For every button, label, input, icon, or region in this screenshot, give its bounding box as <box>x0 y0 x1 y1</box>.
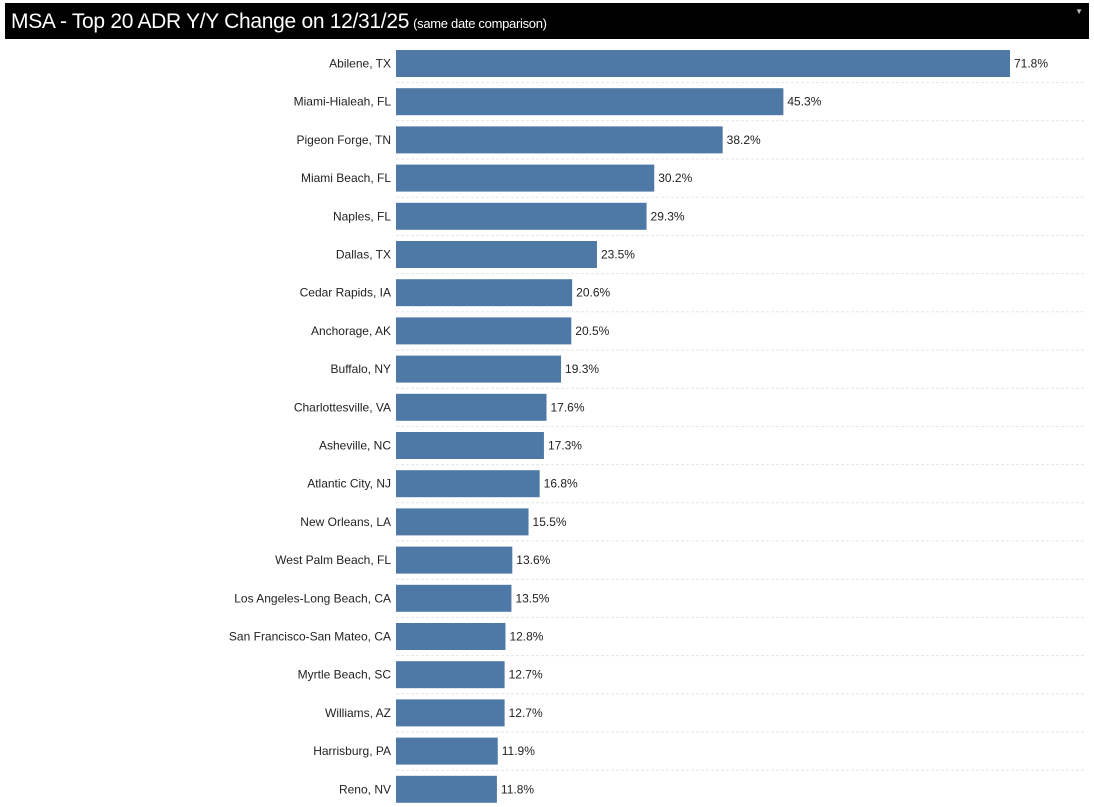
data-label: 12.7% <box>509 706 543 720</box>
category-label: San Francisco-San Mateo, CA <box>229 630 391 644</box>
data-label: 19.3% <box>565 362 599 376</box>
chart-title: MSA - Top 20 ADR Y/Y Change on 12/31/25(… <box>11 10 547 34</box>
bar[interactable] <box>396 432 544 459</box>
data-label: 29.3% <box>651 209 685 223</box>
data-label: 17.6% <box>551 400 585 414</box>
data-label: 17.3% <box>548 439 582 453</box>
data-label: 16.8% <box>544 477 578 491</box>
category-label: Cedar Rapids, IA <box>300 286 391 300</box>
dropdown-arrow-icon[interactable]: ▼ <box>1075 7 1083 16</box>
bar[interactable] <box>396 470 540 498</box>
data-label: 12.8% <box>509 630 543 644</box>
data-label: 12.7% <box>509 668 543 682</box>
bar[interactable] <box>396 737 498 765</box>
category-label: Naples, FL <box>333 209 391 223</box>
data-label: 20.6% <box>576 286 610 300</box>
category-label: Reno, NV <box>339 782 391 796</box>
bar[interactable] <box>396 50 1010 77</box>
bar[interactable] <box>396 355 562 383</box>
title-main-text: MSA - Top 20 ADR Y/Y Change on 12/31/25 <box>11 10 410 33</box>
data-label: 15.5% <box>533 515 567 529</box>
category-label: Los Angeles-Long Beach, CA <box>234 591 391 605</box>
category-label: Myrtle Beach, SC <box>298 668 392 682</box>
data-label: 13.6% <box>516 553 550 567</box>
category-label: Williams, AZ <box>325 706 391 720</box>
bar[interactable] <box>396 393 547 421</box>
bar[interactable] <box>396 623 506 650</box>
category-label: Miami-Hialeah, FL <box>294 95 392 109</box>
bar[interactable] <box>396 241 597 268</box>
category-label: West Palm Beach, FL <box>275 553 391 567</box>
category-label: Asheville, NC <box>319 439 391 453</box>
bar[interactable] <box>396 317 572 345</box>
title-subtitle: (same date comparison) <box>413 16 547 31</box>
data-label: 45.3% <box>787 95 821 109</box>
bar[interactable] <box>396 279 573 307</box>
data-label: 13.5% <box>515 591 549 605</box>
data-label: 20.5% <box>575 324 609 338</box>
category-label: Pigeon Forge, TN <box>297 133 392 147</box>
bar[interactable] <box>396 126 723 154</box>
data-label: 38.2% <box>727 133 761 147</box>
bar[interactable] <box>396 584 512 612</box>
data-label: 23.5% <box>601 248 635 262</box>
bar[interactable] <box>396 546 513 574</box>
category-label: Buffalo, NY <box>331 362 391 376</box>
data-label: 30.2% <box>658 171 692 185</box>
data-label: 71.8% <box>1014 57 1048 71</box>
bar[interactable] <box>396 202 647 230</box>
data-label: 11.9% <box>502 744 535 758</box>
category-label: Harrisburg, PA <box>313 744 391 758</box>
category-label: New Orleans, LA <box>300 515 391 529</box>
bar[interactable] <box>396 88 784 116</box>
category-label: Abilene, TX <box>329 57 391 71</box>
category-label: Charlottesville, VA <box>294 400 391 414</box>
bar[interactable] <box>396 661 505 689</box>
title-bar: MSA - Top 20 ADR Y/Y Change on 12/31/25(… <box>5 3 1089 39</box>
category-label: Anchorage, AK <box>311 324 391 338</box>
category-label: Atlantic City, NJ <box>307 477 391 491</box>
bar[interactable] <box>396 699 505 727</box>
bar[interactable] <box>396 164 655 192</box>
category-label: Miami Beach, FL <box>301 171 391 185</box>
bar[interactable] <box>396 775 497 803</box>
bar[interactable] <box>396 508 529 536</box>
category-label: Dallas, TX <box>336 248 391 262</box>
data-label: 11.8% <box>501 782 534 796</box>
